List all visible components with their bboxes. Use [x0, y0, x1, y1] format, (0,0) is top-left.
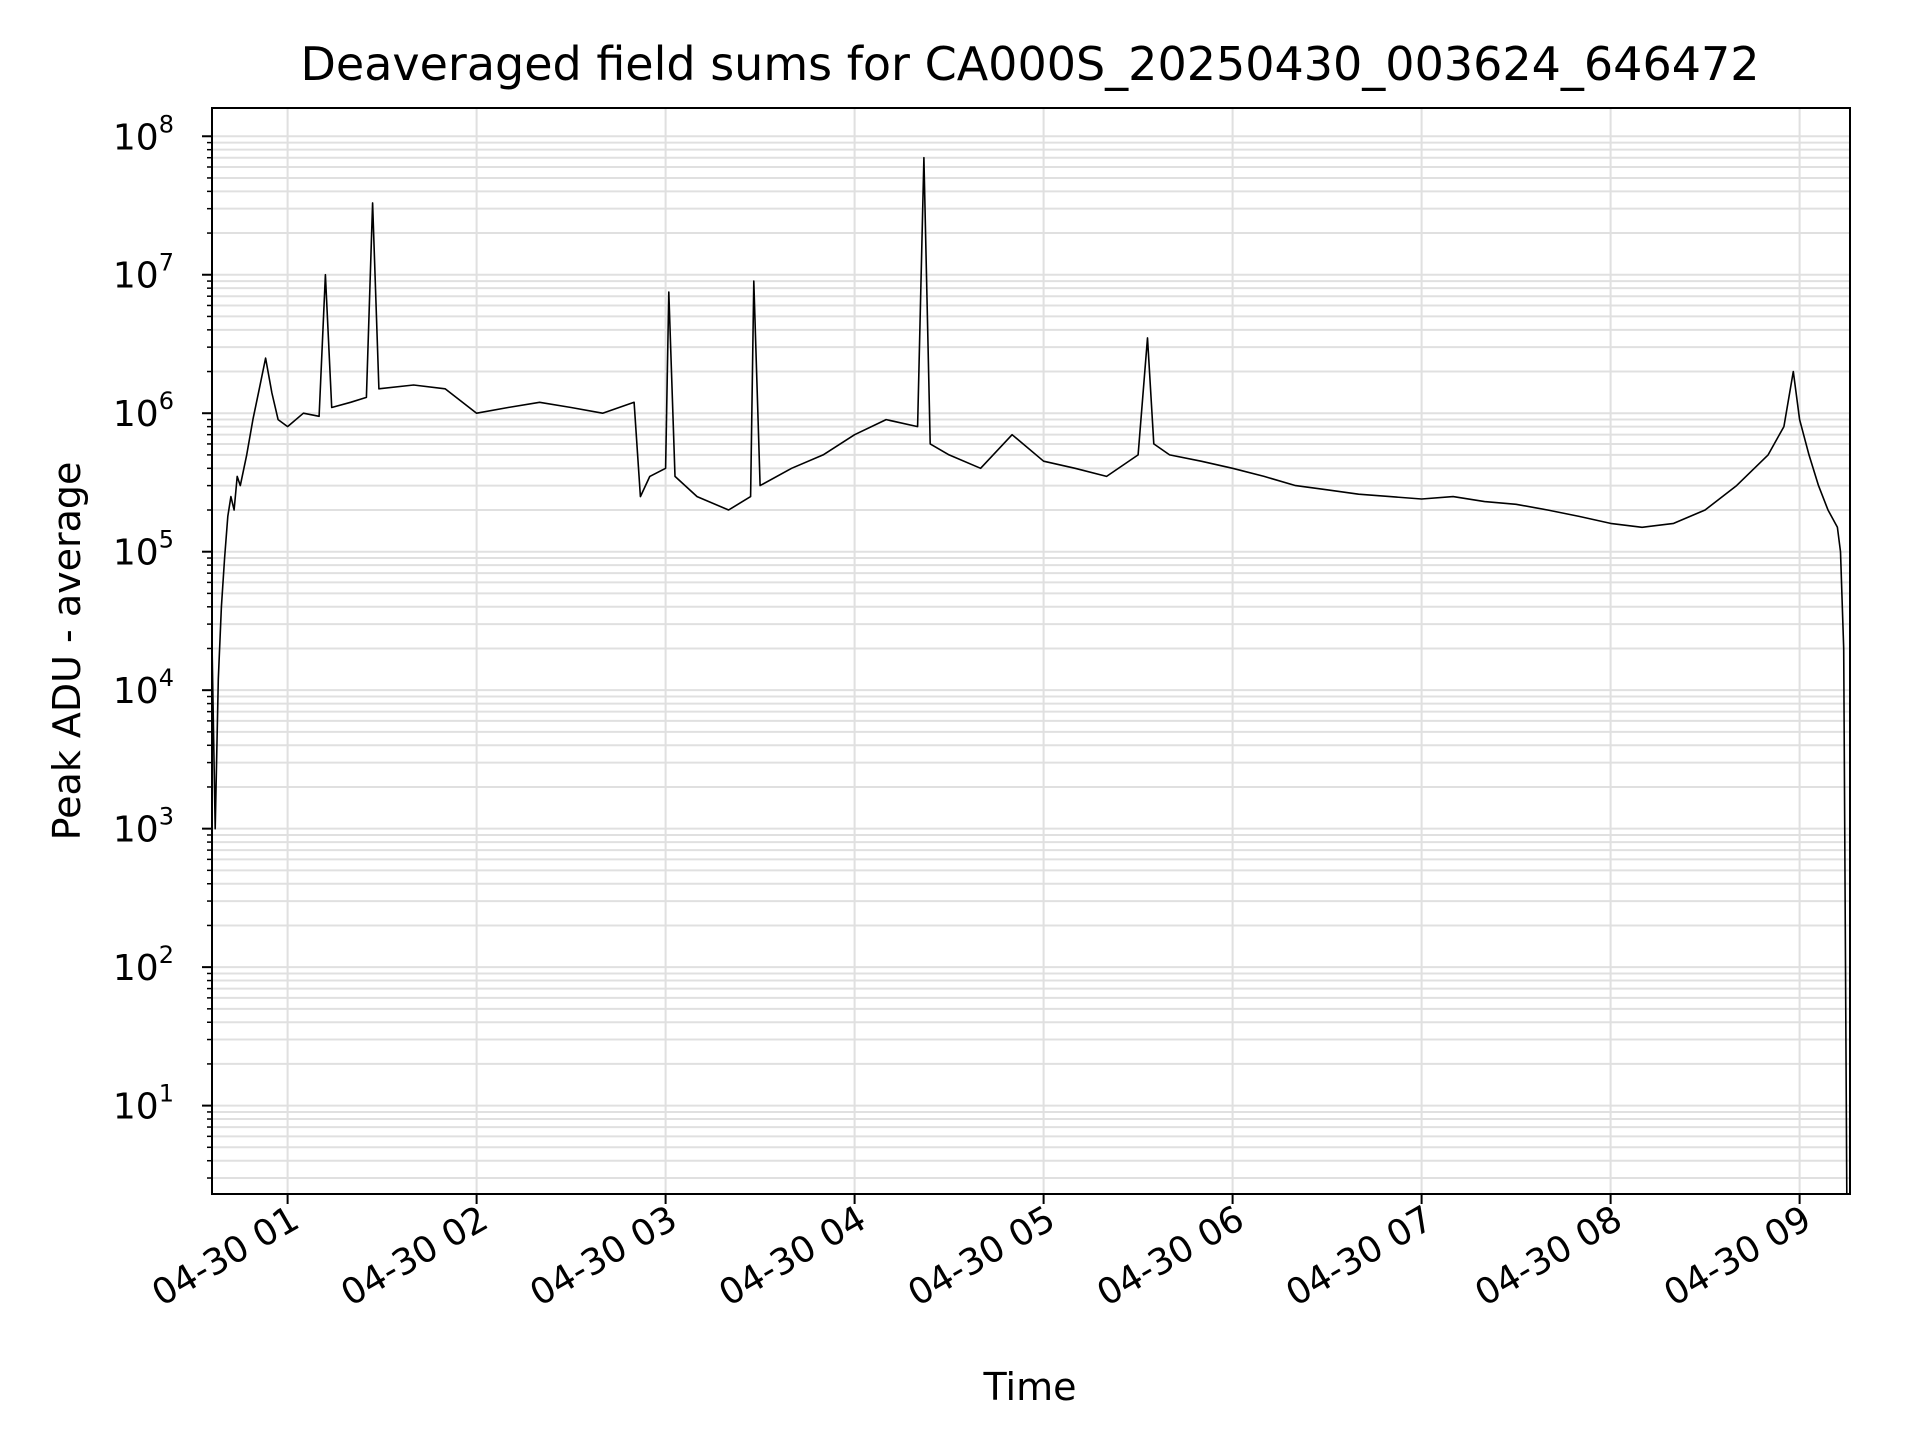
y-tick-label: 105: [113, 526, 174, 574]
y-tick-label: 104: [113, 664, 174, 712]
y-tick-label: 101: [113, 1080, 174, 1128]
series-line: [211, 156, 1848, 1195]
y-tick-label: 106: [113, 387, 174, 435]
grid: [212, 108, 1850, 1194]
y-axis-label: Peak ADU - average: [45, 462, 89, 841]
data-series: [211, 156, 1848, 1195]
y-tick-label: 103: [113, 803, 174, 851]
y-tick-label: 102: [113, 941, 174, 989]
y-tick-label: 108: [113, 110, 174, 158]
y-axis: 101 102 103 104 105 106 107 108: [113, 110, 212, 1179]
x-axis-label: Time: [983, 1365, 1077, 1409]
y-tick-label: 107: [113, 249, 174, 297]
chart-title: Deaveraged field sums for CA000S_2025043…: [300, 37, 1759, 91]
plot-frame: [211, 107, 1851, 1195]
